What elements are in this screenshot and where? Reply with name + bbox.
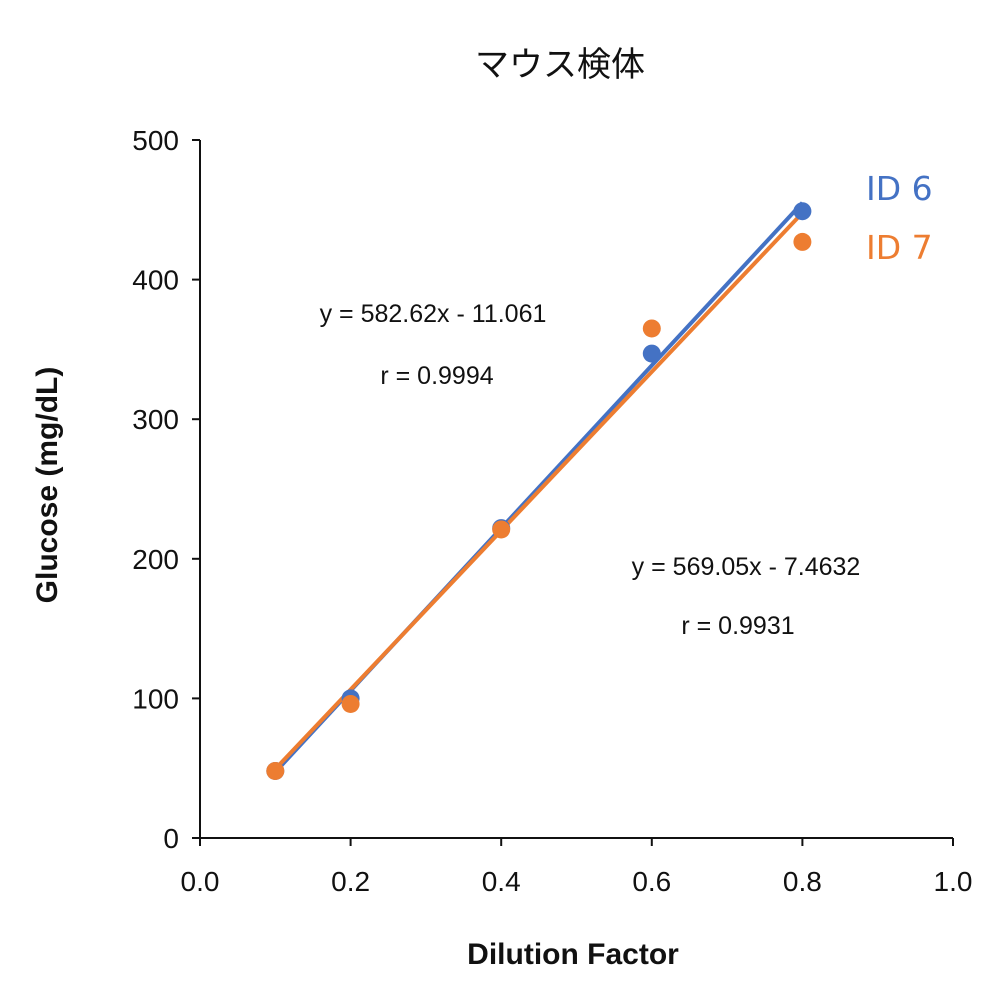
data-point-id6	[793, 202, 812, 221]
data-point-id7	[492, 520, 511, 539]
x-tick-label: 0.6	[632, 866, 671, 897]
y-tick-label: 0	[163, 823, 179, 854]
legend-entry-id7: ID 7	[866, 228, 933, 267]
x-tick-label: 0.0	[181, 866, 220, 897]
plot-area: 0.0 0.2 0.4 0.6 0.8 1.0 0 100 200 300 400 500	[132, 125, 972, 897]
y-axis-label: Glucose (mg/dL)	[31, 367, 64, 604]
y-tick-label: 500	[132, 125, 179, 156]
equation-label-id7: y = 569.05x - 7.4632	[632, 553, 861, 581]
equation-label-id6: y = 582.62x - 11.061	[320, 300, 547, 328]
y-tick-label: 100	[132, 683, 179, 714]
x-tick-label: 1.0	[934, 866, 973, 897]
data-point-id7	[266, 761, 285, 780]
y-tick-label: 400	[132, 265, 179, 296]
chart-title: マウス検体	[475, 46, 645, 84]
y-tick-label: 300	[132, 404, 179, 435]
data-point-id7	[642, 319, 661, 338]
data-point-id7	[341, 694, 360, 713]
data-point-id7	[793, 232, 812, 251]
x-axis-label: Dilution Factor	[467, 938, 679, 971]
x-tick-label: 0.2	[331, 866, 370, 897]
legend-entry-id6: ID 6	[866, 169, 933, 208]
trendline-id7	[273, 211, 804, 771]
y-tick-label: 200	[132, 544, 179, 575]
x-tick-label: 0.4	[482, 866, 521, 897]
r-label-id7: r = 0.9931	[681, 612, 794, 640]
x-tick-label: 0.8	[783, 866, 822, 897]
r-label-id6: r = 0.9994	[380, 362, 493, 390]
data-point-id6	[642, 344, 661, 363]
